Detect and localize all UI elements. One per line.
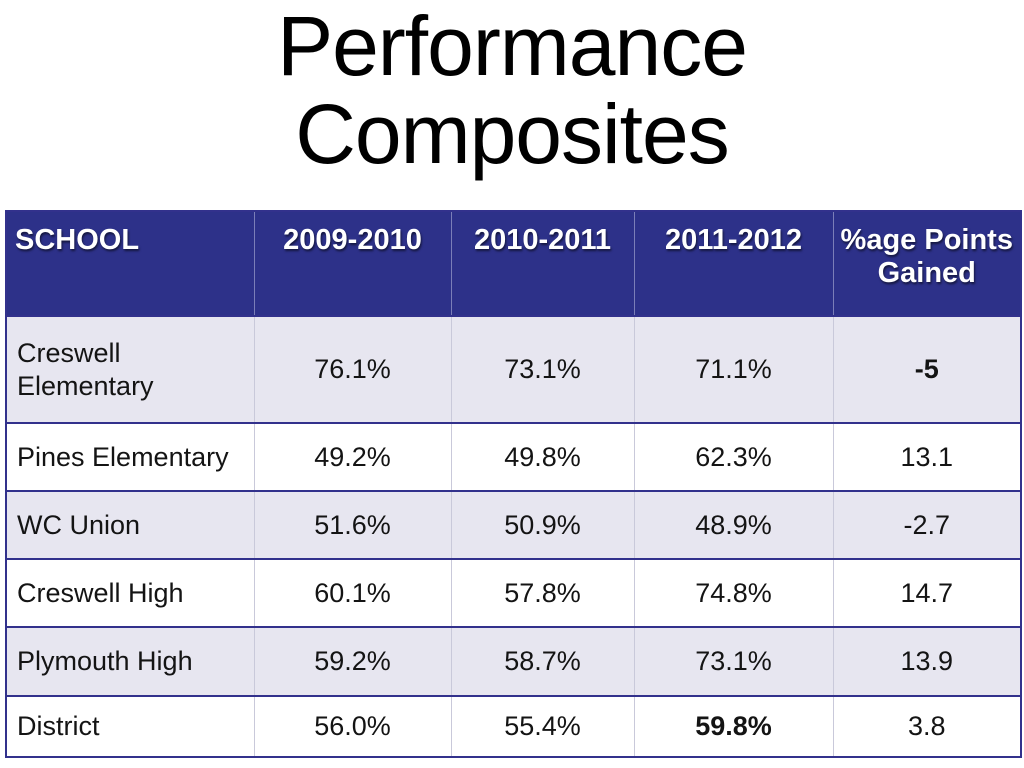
value-cell: -2.7 — [832, 490, 1022, 560]
value-cell: 55.4% — [450, 695, 634, 758]
table-row: District 56.0% 55.4% 59.8% 3.8 — [5, 695, 1022, 758]
value-cell: 58.7% — [450, 626, 634, 697]
value-cell: 13.1 — [832, 422, 1022, 492]
value-cell: 49.8% — [450, 422, 634, 492]
value-cell: 14.7 — [832, 558, 1022, 628]
column-header-school: SCHOOL — [5, 210, 254, 317]
table-row: Pines Elementary 49.2% 49.8% 62.3% 13.1 — [5, 422, 1022, 492]
value-cell: 3.8 — [832, 695, 1022, 758]
column-header-2010-2011: 2010-2011 — [450, 210, 634, 317]
school-cell: Creswell High — [5, 558, 254, 628]
table-header-row: SCHOOL 2009-2010 2010-2011 2011-2012 %ag… — [5, 210, 1022, 317]
school-cell: WC Union — [5, 490, 254, 560]
slide-title-area: Performance Composites — [0, 0, 1024, 182]
value-cell: 76.1% — [253, 315, 451, 424]
value-cell: 62.3% — [633, 422, 833, 492]
value-cell: 51.6% — [253, 490, 451, 560]
value-cell: 56.0% — [253, 695, 451, 758]
school-cell: Plymouth High — [5, 626, 254, 697]
table-row: Creswell Elementary 76.1% 73.1% 71.1% -5 — [5, 315, 1022, 424]
value-cell: 73.1% — [450, 315, 634, 424]
value-cell: 74.8% — [633, 558, 833, 628]
value-cell: 59.2% — [253, 626, 451, 697]
value-cell: -5 — [832, 315, 1022, 424]
value-cell: 49.2% — [253, 422, 451, 492]
value-cell: 60.1% — [253, 558, 451, 628]
column-header-points-gained: %age Points Gained — [832, 210, 1022, 317]
table-row: Creswell High 60.1% 57.8% 74.8% 14.7 — [5, 558, 1022, 628]
column-header-2011-2012: 2011-2012 — [633, 210, 833, 317]
school-cell: Pines Elementary — [5, 422, 254, 492]
school-cell: District — [5, 695, 254, 758]
table-row: Plymouth High 59.2% 58.7% 73.1% 13.9 — [5, 626, 1022, 697]
column-header-2009-2010: 2009-2010 — [253, 210, 451, 317]
performance-table: SCHOOL 2009-2010 2010-2011 2011-2012 %ag… — [5, 210, 1022, 758]
value-cell: 71.1% — [633, 315, 833, 424]
value-cell: 13.9 — [832, 626, 1022, 697]
school-cell: Creswell Elementary — [5, 315, 254, 424]
value-cell: 73.1% — [633, 626, 833, 697]
slide-title: Performance Composites — [277, 0, 748, 182]
value-cell: 48.9% — [633, 490, 833, 560]
value-cell-highlighted: 59.8% — [633, 695, 833, 758]
table-row: WC Union 51.6% 50.9% 48.9% -2.7 — [5, 490, 1022, 560]
value-cell: 57.8% — [450, 558, 634, 628]
value-cell: 50.9% — [450, 490, 634, 560]
